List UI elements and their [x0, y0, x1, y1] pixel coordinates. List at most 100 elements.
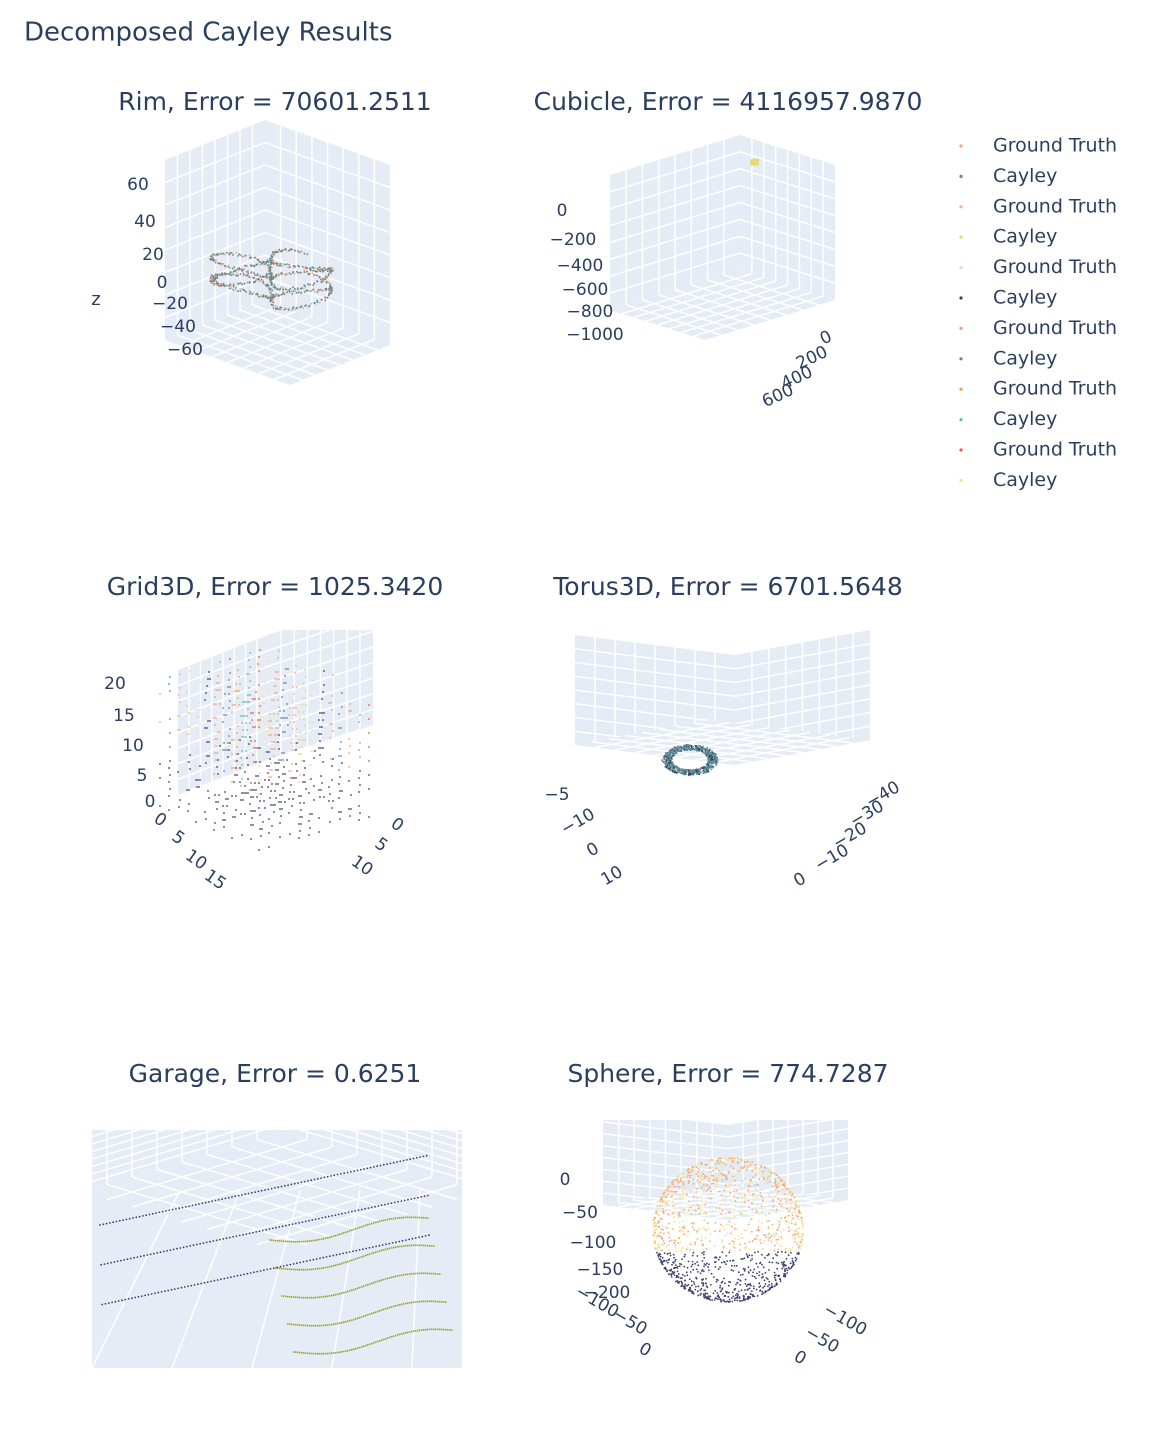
point [725, 1255, 728, 1257]
point [310, 694, 312, 696]
point [775, 1242, 778, 1244]
point [798, 1235, 800, 1238]
point [139, 1255, 142, 1258]
point [403, 1199, 406, 1202]
point [239, 767, 241, 769]
point [763, 1285, 766, 1288]
point [728, 1242, 731, 1245]
point [409, 1158, 412, 1161]
point [729, 1210, 731, 1213]
point [773, 1285, 776, 1288]
point [296, 686, 298, 688]
point [369, 1166, 372, 1169]
point [709, 760, 712, 763]
point [242, 271, 245, 274]
point [668, 1188, 670, 1190]
point [653, 1224, 656, 1226]
point [697, 1207, 700, 1209]
point [743, 1246, 746, 1249]
point [778, 1220, 781, 1223]
point [285, 682, 287, 684]
point [727, 1284, 730, 1287]
point [359, 812, 361, 814]
point [321, 712, 323, 714]
point [408, 1238, 410, 1241]
point [286, 703, 288, 705]
point [225, 266, 228, 268]
tick-label: −10 [557, 804, 598, 839]
point [295, 763, 297, 765]
point [708, 764, 711, 767]
point [655, 1235, 658, 1237]
point [777, 1238, 780, 1241]
point [294, 742, 296, 744]
point [234, 690, 236, 692]
tick-label: 0 [387, 814, 407, 837]
point [687, 1260, 690, 1263]
point [318, 747, 320, 749]
point [791, 1265, 794, 1267]
point [229, 728, 231, 730]
point [729, 1232, 732, 1235]
point [707, 1266, 709, 1268]
point [734, 1299, 736, 1302]
point [298, 781, 300, 783]
point [664, 763, 667, 765]
point [305, 704, 307, 706]
point [700, 1282, 703, 1284]
point [797, 1215, 799, 1218]
subplot-title: Torus3D, Error = 6701.5648 [552, 572, 903, 601]
point [330, 702, 332, 704]
point [237, 753, 239, 755]
point [428, 1234, 430, 1237]
point [246, 274, 249, 277]
point [186, 1245, 188, 1248]
point [753, 1275, 756, 1278]
point [269, 281, 272, 283]
point [381, 1244, 384, 1246]
point [214, 696, 216, 698]
point [703, 1219, 705, 1221]
point [307, 306, 310, 308]
point [656, 1251, 658, 1254]
point [750, 1218, 753, 1221]
point [201, 1202, 204, 1205]
point [255, 761, 257, 763]
point [687, 744, 690, 747]
point [388, 1242, 391, 1245]
point [371, 1246, 374, 1248]
point [706, 1184, 708, 1187]
point [304, 781, 306, 783]
point [316, 270, 319, 273]
point [733, 1190, 736, 1193]
point [778, 1274, 781, 1277]
point [318, 789, 320, 791]
point [705, 1229, 708, 1231]
point [292, 700, 294, 702]
point [774, 1195, 776, 1198]
point [298, 823, 300, 825]
pane-grid [267, 630, 374, 667]
point [709, 1295, 712, 1298]
point [331, 765, 333, 767]
subplot-title: Grid3D, Error = 1025.3420 [107, 572, 444, 601]
point [670, 1273, 673, 1275]
point [779, 1203, 782, 1206]
point [229, 700, 231, 702]
point [303, 774, 305, 776]
point [359, 770, 361, 772]
point [690, 1168, 692, 1170]
point [673, 1242, 675, 1244]
point [289, 735, 291, 737]
point [794, 1260, 797, 1262]
point [120, 1259, 122, 1262]
point [247, 764, 249, 766]
point [751, 1240, 754, 1242]
point [787, 1230, 790, 1233]
point [706, 1163, 708, 1166]
point [266, 1268, 269, 1271]
point [708, 1295, 710, 1297]
point [682, 749, 685, 751]
point [758, 1178, 760, 1180]
point [243, 792, 245, 794]
